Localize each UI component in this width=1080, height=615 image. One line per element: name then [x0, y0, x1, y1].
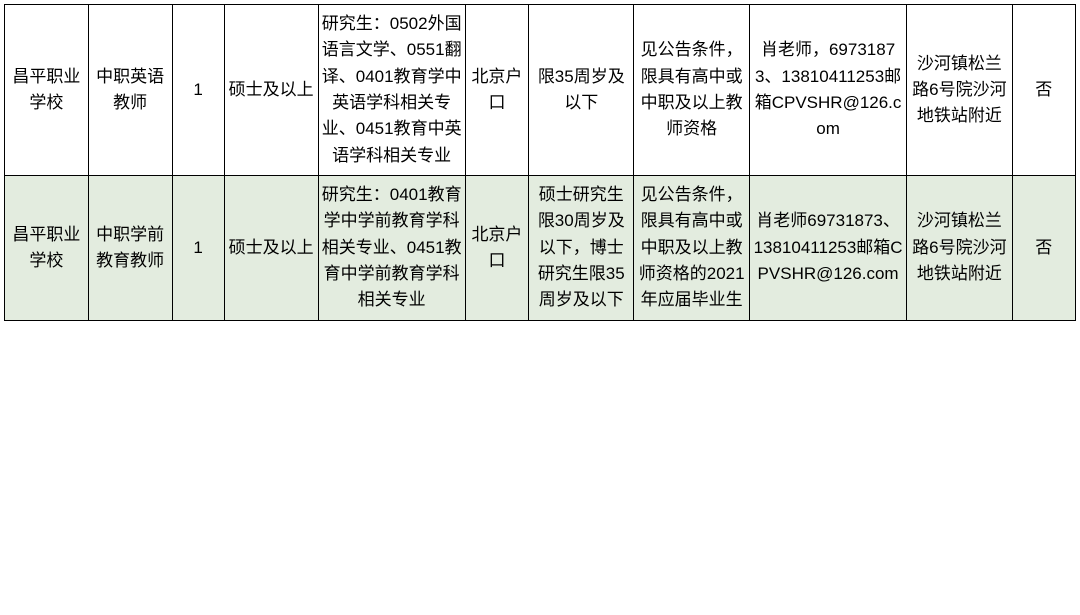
cell-degree: 硕士及以上 [224, 176, 318, 321]
table-row: 昌平职业学校 中职学前教育教师 1 硕士及以上 研究生：0401教育学中学前教育… [5, 176, 1076, 321]
cell-major: 研究生：0502外国语言文学、0551翻译、0401教育学中英语学科相关专业、0… [318, 5, 465, 176]
cell-count: 1 [172, 176, 224, 321]
recruitment-table: 昌平职业学校 中职英语教师 1 硕士及以上 研究生：0502外国语言文学、055… [4, 4, 1076, 321]
cell-address: 沙河镇松兰路6号院沙河地铁站附近 [907, 176, 1012, 321]
table-row: 昌平职业学校 中职英语教师 1 硕士及以上 研究生：0502外国语言文学、055… [5, 5, 1076, 176]
cell-other: 见公告条件，限具有高中或中职及以上教师资格的2021年应届毕业生 [634, 176, 749, 321]
cell-other: 见公告条件，限具有高中或中职及以上教师资格 [634, 5, 749, 176]
cell-hukou: 北京户口 [465, 5, 528, 176]
cell-degree: 硕士及以上 [224, 5, 318, 176]
cell-school: 昌平职业学校 [5, 5, 89, 176]
cell-address: 沙河镇松兰路6号院沙河地铁站附近 [907, 5, 1012, 176]
cell-age: 限35周岁及以下 [529, 5, 634, 176]
cell-contact: 肖老师69731873、13810411253邮箱CPVSHR@126.com [749, 176, 906, 321]
cell-position: 中职英语教师 [88, 5, 172, 176]
cell-flag: 否 [1012, 176, 1075, 321]
cell-position: 中职学前教育教师 [88, 176, 172, 321]
cell-flag: 否 [1012, 5, 1075, 176]
cell-age: 硕士研究生限30周岁及以下，博士研究生限35周岁及以下 [529, 176, 634, 321]
cell-count: 1 [172, 5, 224, 176]
cell-hukou: 北京户口 [465, 176, 528, 321]
cell-school: 昌平职业学校 [5, 176, 89, 321]
cell-contact: 肖老师，69731873、13810411253邮箱CPVSHR@126.com [749, 5, 906, 176]
cell-major: 研究生：0401教育学中学前教育学科相关专业、0451教育中学前教育学科相关专业 [318, 176, 465, 321]
